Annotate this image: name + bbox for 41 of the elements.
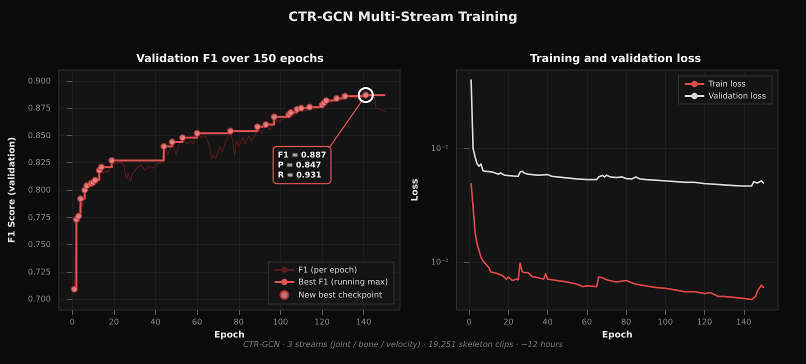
- annotation: F1 = 0.887 P = 0.847 R = 0.931: [278, 150, 326, 180]
- x-axis-title: Epoch: [602, 330, 633, 340]
- legend-label: New best checkpoint: [298, 290, 382, 300]
- legend-label: Train loss: [708, 80, 746, 88]
- y-tick-label: 0.825: [28, 158, 51, 168]
- x-tick-label: 0: [466, 318, 472, 326]
- x-tick-label: 40: [150, 318, 161, 326]
- y-tick-label: 0.775: [28, 212, 51, 222]
- x-tick-label: 60: [582, 318, 592, 326]
- x-tick-label: 40: [542, 318, 553, 326]
- x-axis-title: Epoch: [214, 330, 245, 340]
- chart-title: Training and validation loss: [530, 52, 702, 65]
- x-tick-label: 0: [70, 318, 75, 326]
- y-axis-title: F1 Score (validation): [8, 136, 18, 244]
- y-tick-label: 0.700: [28, 294, 51, 304]
- legend-label: Validation loss: [708, 92, 766, 100]
- y-tick-label: 0.725: [28, 267, 51, 276]
- y-tick-label: 0.750: [28, 240, 51, 250]
- legend-label: Best F1 (running max): [298, 278, 388, 286]
- y-tick-label: 0.875: [28, 104, 51, 113]
- x-tick-label: 20: [108, 318, 119, 326]
- x-tick-label: 140: [736, 318, 752, 326]
- x-tick-label: 80: [620, 318, 632, 326]
- x-tick-label: 120: [696, 318, 712, 326]
- y-tick-label: 10⁻²: [430, 258, 449, 267]
- y-axis-title: Loss: [410, 178, 420, 202]
- chart-title: Validation F1 over 150 epochs: [136, 52, 324, 65]
- text: CTR-GCN · 3 streams (joint / bone / velocity) · 19,251 skeleton clips · ~12 hours: [242, 340, 564, 349]
- x-tick-label: 20: [503, 318, 514, 326]
- text: CTR-GCN Multi-Stream Training: [287, 10, 519, 25]
- x-tick-label: 80: [234, 318, 244, 326]
- y-tick-label: 0.900: [28, 76, 51, 86]
- x-tick-label: 120: [314, 318, 330, 326]
- x-tick-label: 140: [356, 318, 372, 326]
- x-tick-label: 60: [192, 318, 202, 326]
- legend-label: F1 (per epoch): [298, 266, 358, 274]
- x-tick-label: 100: [272, 318, 288, 326]
- x-tick-label: 100: [658, 318, 673, 326]
- y-tick-label: 10⁻¹: [430, 144, 449, 153]
- y-tick-label: 0.800: [28, 186, 51, 194]
- y-tick-label: 0.850: [28, 130, 51, 140]
